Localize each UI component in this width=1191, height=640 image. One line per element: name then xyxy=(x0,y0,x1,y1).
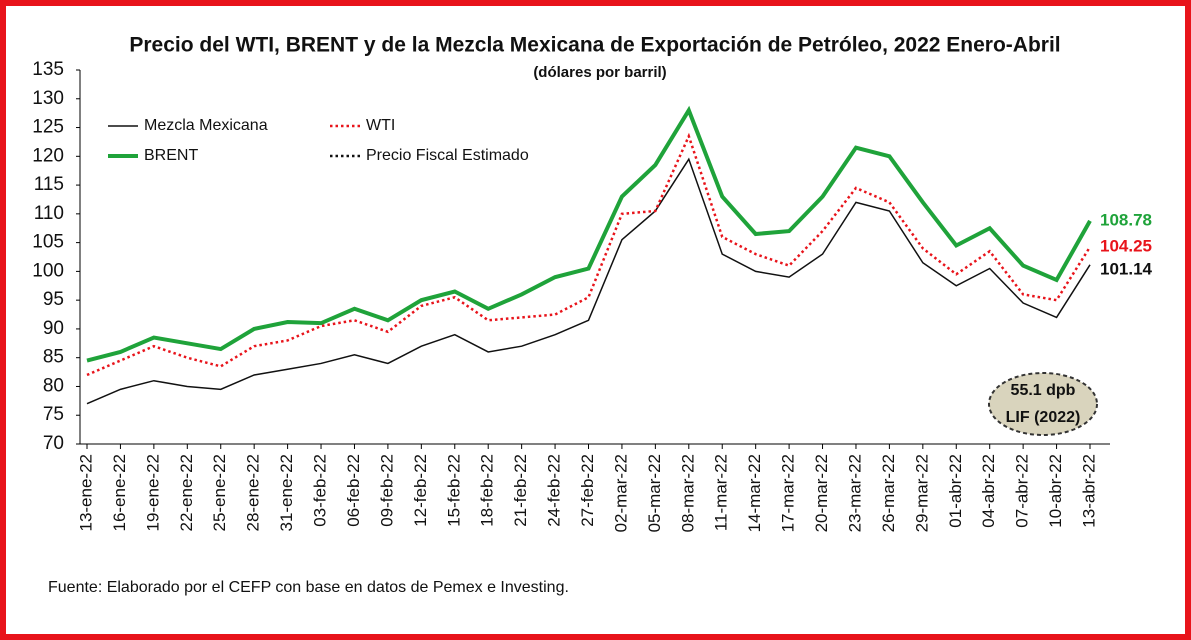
x-tick-label: 02-mar-22 xyxy=(611,454,630,532)
x-tick-label: 07-abr-22 xyxy=(1013,454,1032,528)
y-tick-label: 125 xyxy=(32,117,64,138)
x-tick-label: 16-ene-22 xyxy=(110,454,129,532)
y-tick-label: 130 xyxy=(32,88,64,109)
series-line xyxy=(86,105,1092,363)
y-tick-label: 90 xyxy=(43,318,64,339)
x-tick-label: 25-ene-22 xyxy=(210,454,229,532)
x-tick-label: 13-abr-22 xyxy=(1079,454,1098,528)
series-line xyxy=(86,132,1092,377)
legend-label: Precio Fiscal Estimado xyxy=(366,147,529,164)
x-tick-label: 27-feb-22 xyxy=(578,454,597,527)
y-tick-label: 105 xyxy=(32,232,64,253)
x-tick-label: 24-feb-22 xyxy=(545,454,564,527)
y-tick-label: 115 xyxy=(34,174,64,195)
y-tick-label: 95 xyxy=(43,289,64,310)
x-tick-label: 06-feb-22 xyxy=(344,454,363,527)
legend-label: BRENT xyxy=(144,147,198,164)
y-tick-label: 110 xyxy=(34,203,64,224)
x-tick-label: 19-ene-22 xyxy=(143,454,162,532)
y-tick-label: 85 xyxy=(43,347,64,368)
x-tick-label: 17-mar-22 xyxy=(779,454,798,532)
y-tick-label: 135 xyxy=(32,59,64,80)
x-tick-label: 18-feb-22 xyxy=(478,454,497,527)
x-tick-label: 15-feb-22 xyxy=(444,454,463,527)
x-tick-label: 23-mar-22 xyxy=(845,454,864,532)
x-tick-label: 14-mar-22 xyxy=(745,454,764,532)
x-tick-label: 04-abr-22 xyxy=(979,454,998,528)
y-tick-label: 100 xyxy=(32,260,64,281)
annotation: LIF (2022) xyxy=(1006,409,1081,426)
end-label: 108.78 xyxy=(1100,210,1152,229)
source: Fuente: Elaborado por el CEFP con base e… xyxy=(48,579,569,596)
y-tick-label: 75 xyxy=(43,404,64,425)
x-tick-label: 31-ene-22 xyxy=(277,454,296,532)
chart-title: Precio del WTI, BRENT y de la Mezcla Mex… xyxy=(129,34,1060,57)
legend-label: Mezcla Mexicana xyxy=(144,117,268,134)
x-tick-label: 12-feb-22 xyxy=(411,454,430,527)
end-label: 104.25 xyxy=(1100,236,1152,255)
x-tick-label: 03-feb-22 xyxy=(311,454,330,527)
x-tick-label: 10-abr-22 xyxy=(1046,454,1065,528)
x-tick-label: 08-mar-22 xyxy=(678,454,697,532)
annotation: 55.1 dpb xyxy=(1011,382,1076,399)
end-label: 101.14 xyxy=(1100,259,1153,278)
x-tick-label: 21-feb-22 xyxy=(511,454,530,527)
y-tick-label: 80 xyxy=(43,375,64,396)
plot-area xyxy=(86,105,1092,405)
chart-subtitle: (dólares por barril) xyxy=(533,64,666,81)
x-tick-label: 11-mar-22 xyxy=(712,454,731,531)
x-tick-label: 22-ene-22 xyxy=(177,454,196,532)
x-tick-label: 01-abr-22 xyxy=(946,454,965,528)
annotation-ellipse xyxy=(988,372,1098,436)
x-tick-label: 26-mar-22 xyxy=(879,454,898,532)
x-tick-label: 20-mar-22 xyxy=(812,454,831,532)
x-tick-label: 28-ene-22 xyxy=(244,454,263,532)
series-line xyxy=(86,157,1091,405)
x-tick-label: 29-mar-22 xyxy=(912,454,931,532)
legend-label: WTI xyxy=(366,117,395,134)
x-tick-label: 05-mar-22 xyxy=(645,454,664,532)
y-tick-label: 120 xyxy=(32,145,64,166)
y-tick-label: 70 xyxy=(43,433,64,454)
x-tick-label: 13-ene-22 xyxy=(76,454,95,532)
x-tick-label: 09-feb-22 xyxy=(377,454,396,527)
